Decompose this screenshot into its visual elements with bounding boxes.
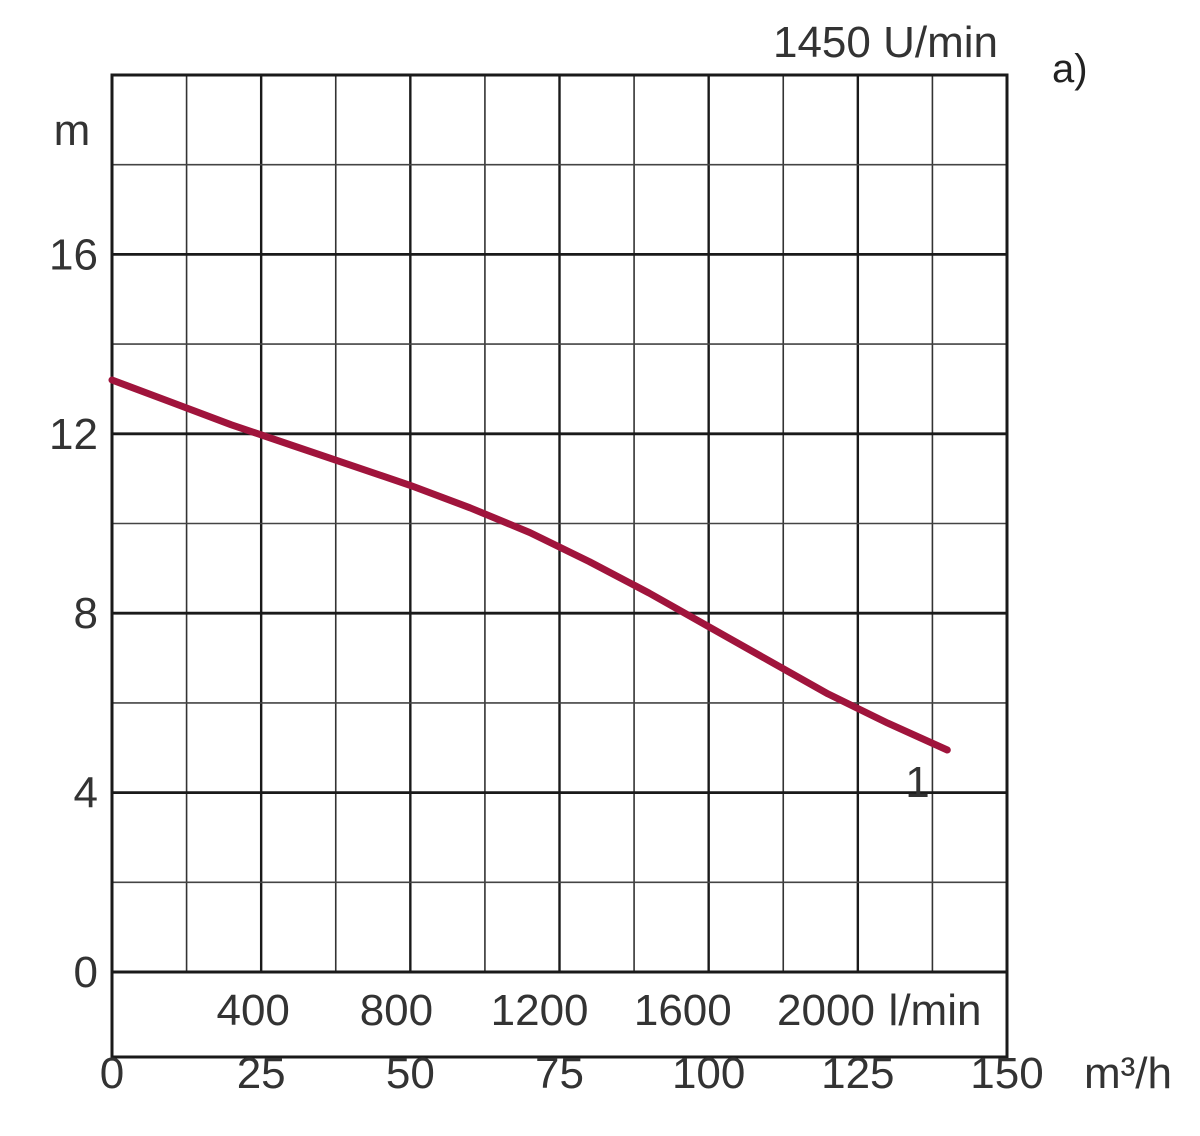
curve-label: 1 — [905, 758, 929, 807]
y-tick-label: 8 — [74, 589, 98, 638]
secondary-x-axis-label: l/min — [889, 986, 982, 1035]
secondary-x-tick-label: 1600 — [634, 986, 732, 1035]
x-tick-label: 0 — [100, 1049, 124, 1098]
y-tick-label: 16 — [49, 230, 98, 279]
secondary-x-tick-label: 1200 — [491, 986, 589, 1035]
chart-title: 1450 U/min — [773, 18, 998, 67]
series-line-1 — [108, 376, 951, 754]
series-layer — [108, 376, 951, 754]
x-axis-label: m³/h — [1084, 1049, 1172, 1098]
grid — [112, 75, 1007, 972]
plot-frame — [110, 73, 1009, 1059]
y-tick-label: 12 — [49, 410, 98, 459]
secondary-x-tick-label: 2000 — [777, 986, 875, 1035]
x-tick-label: 25 — [237, 1049, 286, 1098]
y-tick-label: 0 — [74, 948, 98, 997]
secondary-x-tick-label: 400 — [216, 986, 289, 1035]
x-tick-label: 125 — [821, 1049, 894, 1098]
text-layer: 1450 U/min a) m m³/h l/min 1 0 4 8 12 16 0 25 50… — [49, 18, 1172, 1098]
panel-label: a) — [1052, 47, 1088, 91]
secondary-x-tick-label: 800 — [360, 986, 433, 1035]
y-tick-label: 4 — [74, 769, 98, 818]
x-tick-label: 50 — [386, 1049, 435, 1098]
x-tick-label: 150 — [970, 1049, 1043, 1098]
y-axis-label: m — [54, 106, 91, 155]
plot-border — [110, 73, 1009, 1059]
x-tick-label: 75 — [535, 1049, 584, 1098]
x-tick-label: 100 — [672, 1049, 745, 1098]
